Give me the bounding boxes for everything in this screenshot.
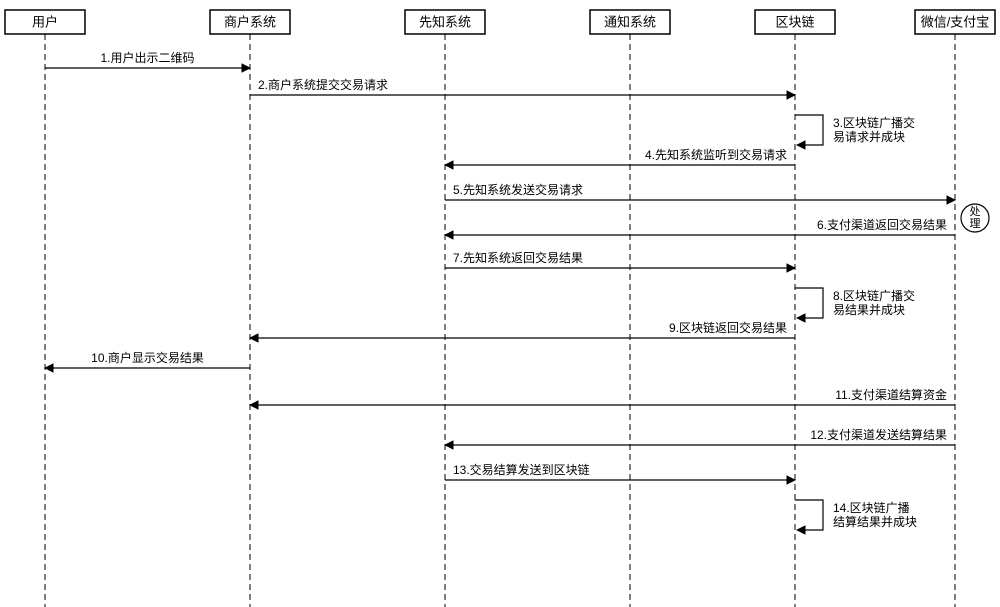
- actor-label-user: 用户: [32, 14, 58, 29]
- actor-label-xianzhi: 先知系统: [419, 14, 471, 29]
- msg-6-note-text-1: 理: [970, 217, 981, 230]
- msg-8-label-line1: 易结果并成块: [833, 303, 905, 317]
- actor-label-notify: 通知系统: [604, 14, 656, 29]
- msg-14-label-line1: 结算结果并成块: [833, 514, 917, 529]
- actor-label-chain: 区块链: [775, 14, 814, 29]
- msg-3-label-line0: 3.区块链广播交: [833, 115, 915, 130]
- msg-12-label: 12.支付渠道发送结算结果: [810, 427, 947, 442]
- msg-14-selfcall: [795, 500, 823, 530]
- msg-1-label: 1.用户出示二维码: [100, 50, 194, 65]
- msg-2-label: 2.商户系统提交交易请求: [258, 77, 388, 92]
- msg-5-label: 5.先知系统发送交易请求: [453, 182, 583, 197]
- msg-9-label: 9.区块链返回交易结果: [669, 320, 787, 335]
- msg-3-selfcall: [795, 115, 823, 145]
- actor-label-pay: 微信/支付宝: [921, 14, 990, 29]
- actor-label-merchant: 商户系统: [224, 14, 276, 29]
- msg-8-selfcall: [795, 288, 823, 318]
- msg-11-label: 11.支付渠道结算资金: [835, 387, 947, 402]
- sequence-diagram: 用户 商户系统 先知系统 通知系统 区块链 微信/支付宝 1.用户出示二维码 2.商户系统提交…: [0, 0, 1000, 607]
- msg-14-label-line0: 14.区块链广播: [833, 500, 910, 515]
- msg-6-note-text-0: 处: [970, 205, 981, 218]
- msg-4-label: 4.先知系统监听到交易请求: [645, 147, 787, 162]
- msg-3-label-line1: 易请求并成块: [833, 130, 905, 144]
- msg-6-label: 6.支付渠道返回交易结果: [817, 217, 947, 232]
- msg-13-label: 13.交易结算发送到区块链: [453, 462, 590, 477]
- msg-7-label: 7.先知系统返回交易结果: [453, 250, 583, 265]
- msg-8-label-line0: 8.区块链广播交: [833, 288, 915, 303]
- msg-10-label: 10.商户显示交易结果: [91, 350, 204, 365]
